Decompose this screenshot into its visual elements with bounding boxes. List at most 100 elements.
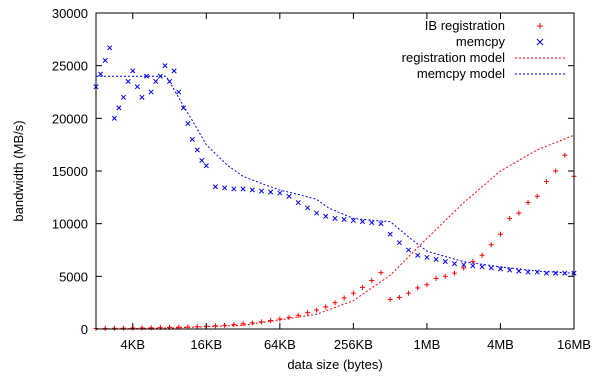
x-tick-label: 16MB bbox=[557, 337, 591, 352]
memcpy-point bbox=[387, 231, 393, 237]
memcpy-point bbox=[497, 266, 504, 272]
memcpy-point bbox=[433, 256, 439, 263]
ib-registration-point bbox=[488, 242, 494, 248]
ib-registration-point bbox=[350, 290, 356, 296]
y-tick-label: 25000 bbox=[52, 59, 88, 74]
memcpy-point bbox=[222, 185, 228, 191]
legend-swatch-memcpy bbox=[536, 38, 544, 46]
ib-registration-point bbox=[305, 310, 311, 316]
memcpy-point bbox=[332, 215, 338, 221]
memcpy-point bbox=[212, 184, 218, 190]
ib-registration-point bbox=[516, 210, 522, 216]
legend-label-ib-registration: IB registration bbox=[425, 18, 505, 33]
ib-registration-point bbox=[249, 320, 255, 326]
memcpy-point bbox=[424, 254, 430, 260]
memcpy-point bbox=[240, 186, 246, 192]
ib-registration-point bbox=[562, 152, 568, 158]
x-tick-label: 64KB bbox=[264, 337, 296, 352]
memcpy-point bbox=[488, 265, 494, 271]
y-tick-label: 20000 bbox=[52, 111, 88, 126]
memcpy-point bbox=[144, 73, 150, 79]
y-tick-label: 30000 bbox=[52, 6, 88, 21]
memcpy-point bbox=[461, 262, 467, 268]
y-tick-label: 0 bbox=[81, 322, 88, 337]
ib-registration-point bbox=[461, 265, 467, 271]
memcpy-point bbox=[442, 259, 448, 265]
memcpy-point bbox=[98, 71, 104, 77]
legend-swatch-ib-registration bbox=[537, 23, 543, 29]
ib-registration-point bbox=[295, 312, 301, 318]
ib-registration-point bbox=[139, 325, 145, 331]
x-tick-label: 16KB bbox=[190, 337, 222, 352]
y-tick-label: 15000 bbox=[52, 164, 88, 179]
memcpy-point bbox=[305, 205, 311, 211]
ib-registration-point bbox=[323, 304, 329, 310]
ib-registration-point bbox=[424, 282, 430, 288]
ib-registration-point bbox=[553, 168, 559, 174]
ib-registration-point bbox=[479, 252, 485, 258]
ib-registration-point bbox=[415, 285, 421, 291]
ib-registration-point bbox=[387, 297, 393, 303]
ib-registration-point bbox=[507, 215, 513, 221]
x-tick-label: 256KB bbox=[334, 337, 373, 352]
ib-registration-point bbox=[102, 325, 108, 331]
ib-registration-point bbox=[231, 322, 237, 328]
memcpy-point bbox=[231, 186, 237, 192]
memcpy-point bbox=[185, 121, 191, 127]
memcpy-point bbox=[359, 219, 366, 225]
memcpy-point bbox=[451, 261, 458, 267]
memcpy-point bbox=[286, 193, 292, 199]
memcpy-point bbox=[125, 78, 131, 85]
ib-registration-point bbox=[543, 179, 549, 185]
memcpy-point bbox=[396, 240, 402, 246]
memcpy-point bbox=[189, 136, 195, 142]
ib-registration-point bbox=[442, 273, 448, 279]
ib-registration-point bbox=[240, 321, 246, 327]
memcpy-point bbox=[341, 216, 347, 223]
memcpy-point bbox=[176, 89, 182, 95]
memcpy-point bbox=[378, 221, 384, 227]
y-axis: 0 5000 10000 15000 20000 25000 30000 bbox=[52, 6, 574, 337]
ib-registration-point bbox=[259, 319, 265, 325]
memcpy-point bbox=[479, 264, 485, 270]
x-axis: 4KB 16KB 64KB 256KB 1MB 4MB 16MB bbox=[120, 13, 591, 352]
memcpy-point bbox=[194, 147, 200, 153]
ib-registration-point bbox=[525, 200, 531, 206]
ib-registration-point bbox=[286, 314, 292, 320]
y-tick-label: 5000 bbox=[59, 269, 88, 284]
ib-registration-point bbox=[396, 294, 402, 300]
ib-registration-point bbox=[497, 231, 503, 237]
memcpy-point bbox=[534, 269, 540, 275]
memcpy-point bbox=[111, 115, 117, 121]
memcpy-point bbox=[507, 267, 513, 273]
memcpy-point bbox=[148, 89, 154, 95]
memcpy-point bbox=[107, 45, 113, 51]
ib-registration-point bbox=[451, 270, 457, 276]
ib-registration-point bbox=[378, 270, 384, 276]
memcpy-point bbox=[199, 157, 205, 164]
memcpy-point bbox=[153, 78, 159, 85]
memcpy-point bbox=[258, 188, 265, 194]
memcpy-point bbox=[323, 213, 329, 219]
legend-label-memcpy: memcpy bbox=[456, 34, 506, 49]
ib-registration-point bbox=[369, 278, 375, 284]
memcpy-point bbox=[350, 217, 356, 224]
memcpy-point bbox=[139, 94, 145, 100]
memcpy-point bbox=[120, 94, 127, 100]
ib-registration-point bbox=[341, 295, 347, 301]
memcpy-point bbox=[553, 270, 559, 276]
memcpy-point bbox=[203, 163, 209, 169]
memcpy-point bbox=[470, 263, 476, 269]
ib-registration-point bbox=[314, 307, 320, 313]
memcpy-point bbox=[277, 190, 283, 196]
registration-model-line bbox=[95, 134, 575, 330]
x-tick-label: 1MB bbox=[414, 337, 441, 352]
series-layer bbox=[93, 45, 577, 331]
memcpy-point bbox=[295, 200, 301, 206]
y-tick-label: 10000 bbox=[52, 217, 88, 232]
ib-registration-point bbox=[222, 322, 228, 328]
y-axis-label: bandwidth (MB/s) bbox=[11, 120, 26, 221]
memcpy-point bbox=[171, 68, 177, 74]
